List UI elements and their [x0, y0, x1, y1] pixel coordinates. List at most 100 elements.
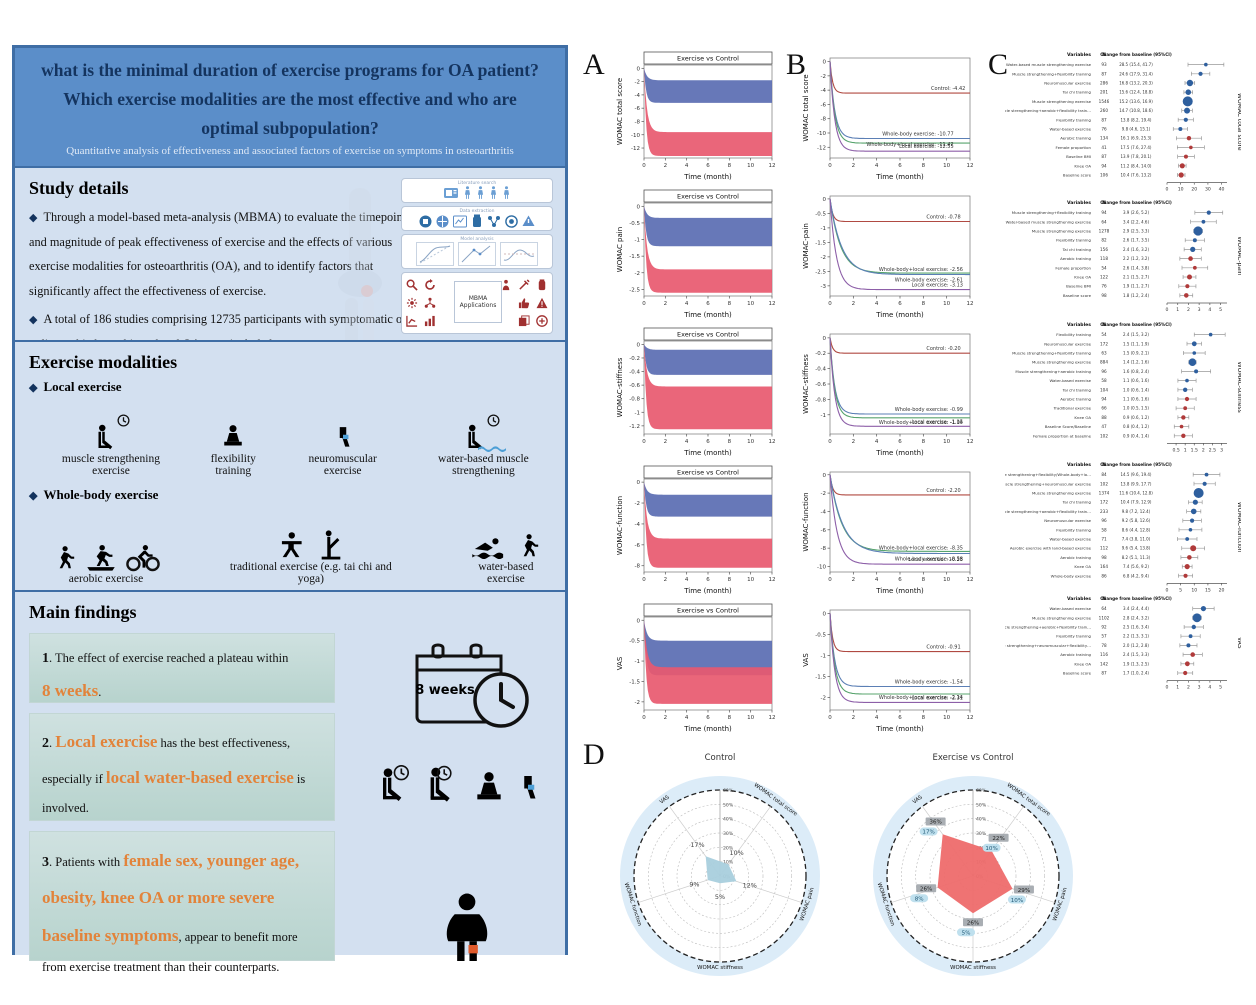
svg-text:0: 0: [637, 618, 641, 624]
svg-text:Water-based exercise: Water-based exercise: [1049, 378, 1091, 383]
alert-triangle-icon: [536, 297, 548, 309]
svg-text:Whole-body+local exercise: -2.: Whole-body+local exercise: -2.14: [879, 695, 963, 701]
band-chart-womac-stiffness: Exercise vs Control 0 2 4 6 8 10 12 0 -0.2 -0.4 -0.…: [614, 326, 778, 463]
modality-aerobic: aerobic exercise: [51, 521, 161, 585]
svg-text:Water-based muscle strengtheni: Water-based muscle strengthening exercis…: [1006, 62, 1092, 67]
knee-brace-icon: [330, 423, 356, 453]
svg-text:8.2 (5.1, 11.3): 8.2 (5.1, 11.3): [1122, 555, 1151, 560]
svg-text:N: N: [1102, 596, 1106, 602]
svg-text:Aerobic training: Aerobic training: [1060, 555, 1091, 560]
svg-text:Knee OA: Knee OA: [1074, 163, 1091, 168]
svg-text:2.4 (1.5, 3.3): 2.4 (1.5, 3.3): [1123, 652, 1149, 657]
floor-stretch-icon: [469, 764, 509, 808]
findings-heading: Main findings: [29, 602, 137, 622]
svg-text:Control: -2.20: Control: -2.20: [926, 488, 960, 494]
svg-text:12: 12: [967, 439, 974, 445]
svg-text:Female proportion at baseline: Female proportion at baseline: [1033, 433, 1092, 438]
svg-text:54: 54: [1101, 332, 1107, 337]
diamond-bullet-icon: ◆: [29, 382, 38, 394]
svg-text:12: 12: [769, 715, 776, 721]
tai-chi-icon: [277, 531, 309, 561]
svg-text:Variables: Variables: [1067, 322, 1091, 328]
model-plot-thumbnail: [500, 242, 538, 266]
svg-text:0: 0: [642, 439, 646, 445]
svg-text:6: 6: [706, 163, 710, 169]
svg-text:10%: 10%: [1011, 898, 1023, 904]
svg-text:-1.5: -1.5: [815, 240, 826, 246]
svg-text:14.5 (9.6, 19.4): 14.5 (9.6, 19.4): [1120, 472, 1151, 477]
svg-text:N: N: [1102, 322, 1106, 328]
barchart-icon: [424, 315, 435, 327]
svg-text:6: 6: [706, 301, 710, 307]
svg-text:0: 0: [1166, 307, 1169, 313]
svg-text:1278: 1278: [1099, 229, 1110, 234]
svg-text:Whole-body exercise: -10.77: Whole-body exercise: -10.77: [882, 132, 953, 138]
yoga-icon: [317, 529, 345, 561]
svg-text:3: 3: [1198, 685, 1201, 691]
svg-text:4: 4: [875, 163, 879, 169]
polar-chart-exercise-vs-control: Exercise vs Control0%10%20%30%40%50%60%W…: [848, 748, 1098, 995]
svg-text:3.4 (2.2, 4.6): 3.4 (2.2, 4.6): [1123, 219, 1149, 224]
forest-plot-womac-pain: Variables N Change from baseline (95%CI) Mu…: [1005, 196, 1243, 321]
svg-text:60%: 60%: [976, 788, 987, 794]
svg-text:WOMAC-function: WOMAC-function: [802, 492, 810, 551]
svg-text:30%: 30%: [976, 831, 987, 837]
svg-text:0: 0: [828, 301, 832, 307]
svg-text:Tai chi training: Tai chi training: [1062, 247, 1092, 252]
target-icon: [505, 214, 518, 228]
study-details-section: Study details ◆ Through a model-based met…: [15, 166, 565, 408]
svg-text:98: 98: [1101, 555, 1107, 560]
svg-text:1: 1: [1176, 307, 1179, 313]
svg-text:Time (month): Time (month): [875, 587, 924, 595]
forest-plot-vas: Variables N Change from baseline (95%CI) Wa…: [992, 592, 1243, 699]
svg-text:Time (month): Time (month): [875, 311, 924, 319]
person-icon: [502, 186, 511, 200]
svg-text:Variables: Variables: [1067, 462, 1091, 468]
mbma-flowchart: Literature search Data extraction: [401, 178, 553, 336]
svg-text:11.2 (8.4, 14.0): 11.2 (8.4, 14.0): [1120, 163, 1151, 168]
svg-text:1.9 (1.1, 2.7): 1.9 (1.1, 2.7): [1123, 284, 1149, 289]
svg-text:96: 96: [1101, 369, 1107, 374]
svg-text:Aerobic training: Aerobic training: [1060, 396, 1091, 401]
flowchart-caption: Literature search: [457, 181, 497, 186]
trend-icon: [406, 315, 418, 327]
svg-text:Whole-body+local exercise: -11: Whole-body+local exercise: -11.42: [866, 142, 953, 148]
svg-text:12: 12: [769, 301, 776, 307]
svg-text:WOMAC stiffness: WOMAC stiffness: [697, 965, 743, 971]
svg-text:Baseline BMI: Baseline BMI: [1066, 284, 1091, 289]
svg-text:-0.2: -0.2: [815, 351, 826, 357]
svg-text:Water-based exercise: Water-based exercise: [1049, 606, 1091, 611]
svg-text:1.5 (1.1, 1.9): 1.5 (1.1, 1.9): [1123, 341, 1149, 346]
svg-text:88: 88: [1101, 415, 1107, 420]
svg-text:-0.8: -0.8: [815, 397, 826, 403]
svg-text:71: 71: [1101, 536, 1107, 541]
modality-flexibility: flexibility training: [197, 401, 270, 477]
svg-text:-2: -2: [821, 74, 826, 80]
line-chart-womac-function: 0 2 4 6 8 10 12 0 -2 -4 -6 -8 -10 Time (month) WOMAC-f…: [800, 464, 978, 601]
svg-text:286: 286: [1100, 80, 1108, 85]
svg-text:Exercise vs Control: Exercise vs Control: [677, 607, 739, 615]
svg-text:8: 8: [922, 439, 926, 445]
svg-text:4: 4: [875, 715, 879, 721]
svg-text:Time (month): Time (month): [683, 173, 732, 181]
diamond-bullet-icon: ◆: [29, 490, 38, 502]
svg-text:82: 82: [1101, 238, 1107, 243]
svg-text:16.1 (6.9, 25.3): 16.1 (6.9, 25.3): [1120, 136, 1151, 141]
modality-traditional: traditional exercise (e.g. tai chi and y…: [221, 509, 401, 585]
svg-text:50%: 50%: [976, 802, 987, 808]
swimmer-icon: [471, 537, 507, 561]
svg-text:Time (month): Time (month): [875, 449, 924, 457]
svg-text:3.9 (2.6, 5.2): 3.9 (2.6, 5.2): [1123, 210, 1149, 215]
svg-text:2.1 (1.5, 2.7): 2.1 (1.5, 2.7): [1123, 275, 1149, 280]
svg-text:-12: -12: [817, 145, 826, 151]
svg-text:VAS: VAS: [912, 794, 924, 805]
svg-text:0: 0: [637, 66, 641, 72]
svg-text:78: 78: [1101, 643, 1107, 648]
svg-text:Tai chi training: Tai chi training: [1062, 387, 1092, 392]
svg-text:Knee OA: Knee OA: [1074, 564, 1091, 569]
patient-icon: [502, 279, 510, 291]
svg-text:Aerobic training: Aerobic training: [1060, 652, 1091, 657]
svg-text:1.5 (0.9, 2.1): 1.5 (0.9, 2.1): [1123, 350, 1149, 355]
svg-text:1546: 1546: [1099, 99, 1110, 104]
